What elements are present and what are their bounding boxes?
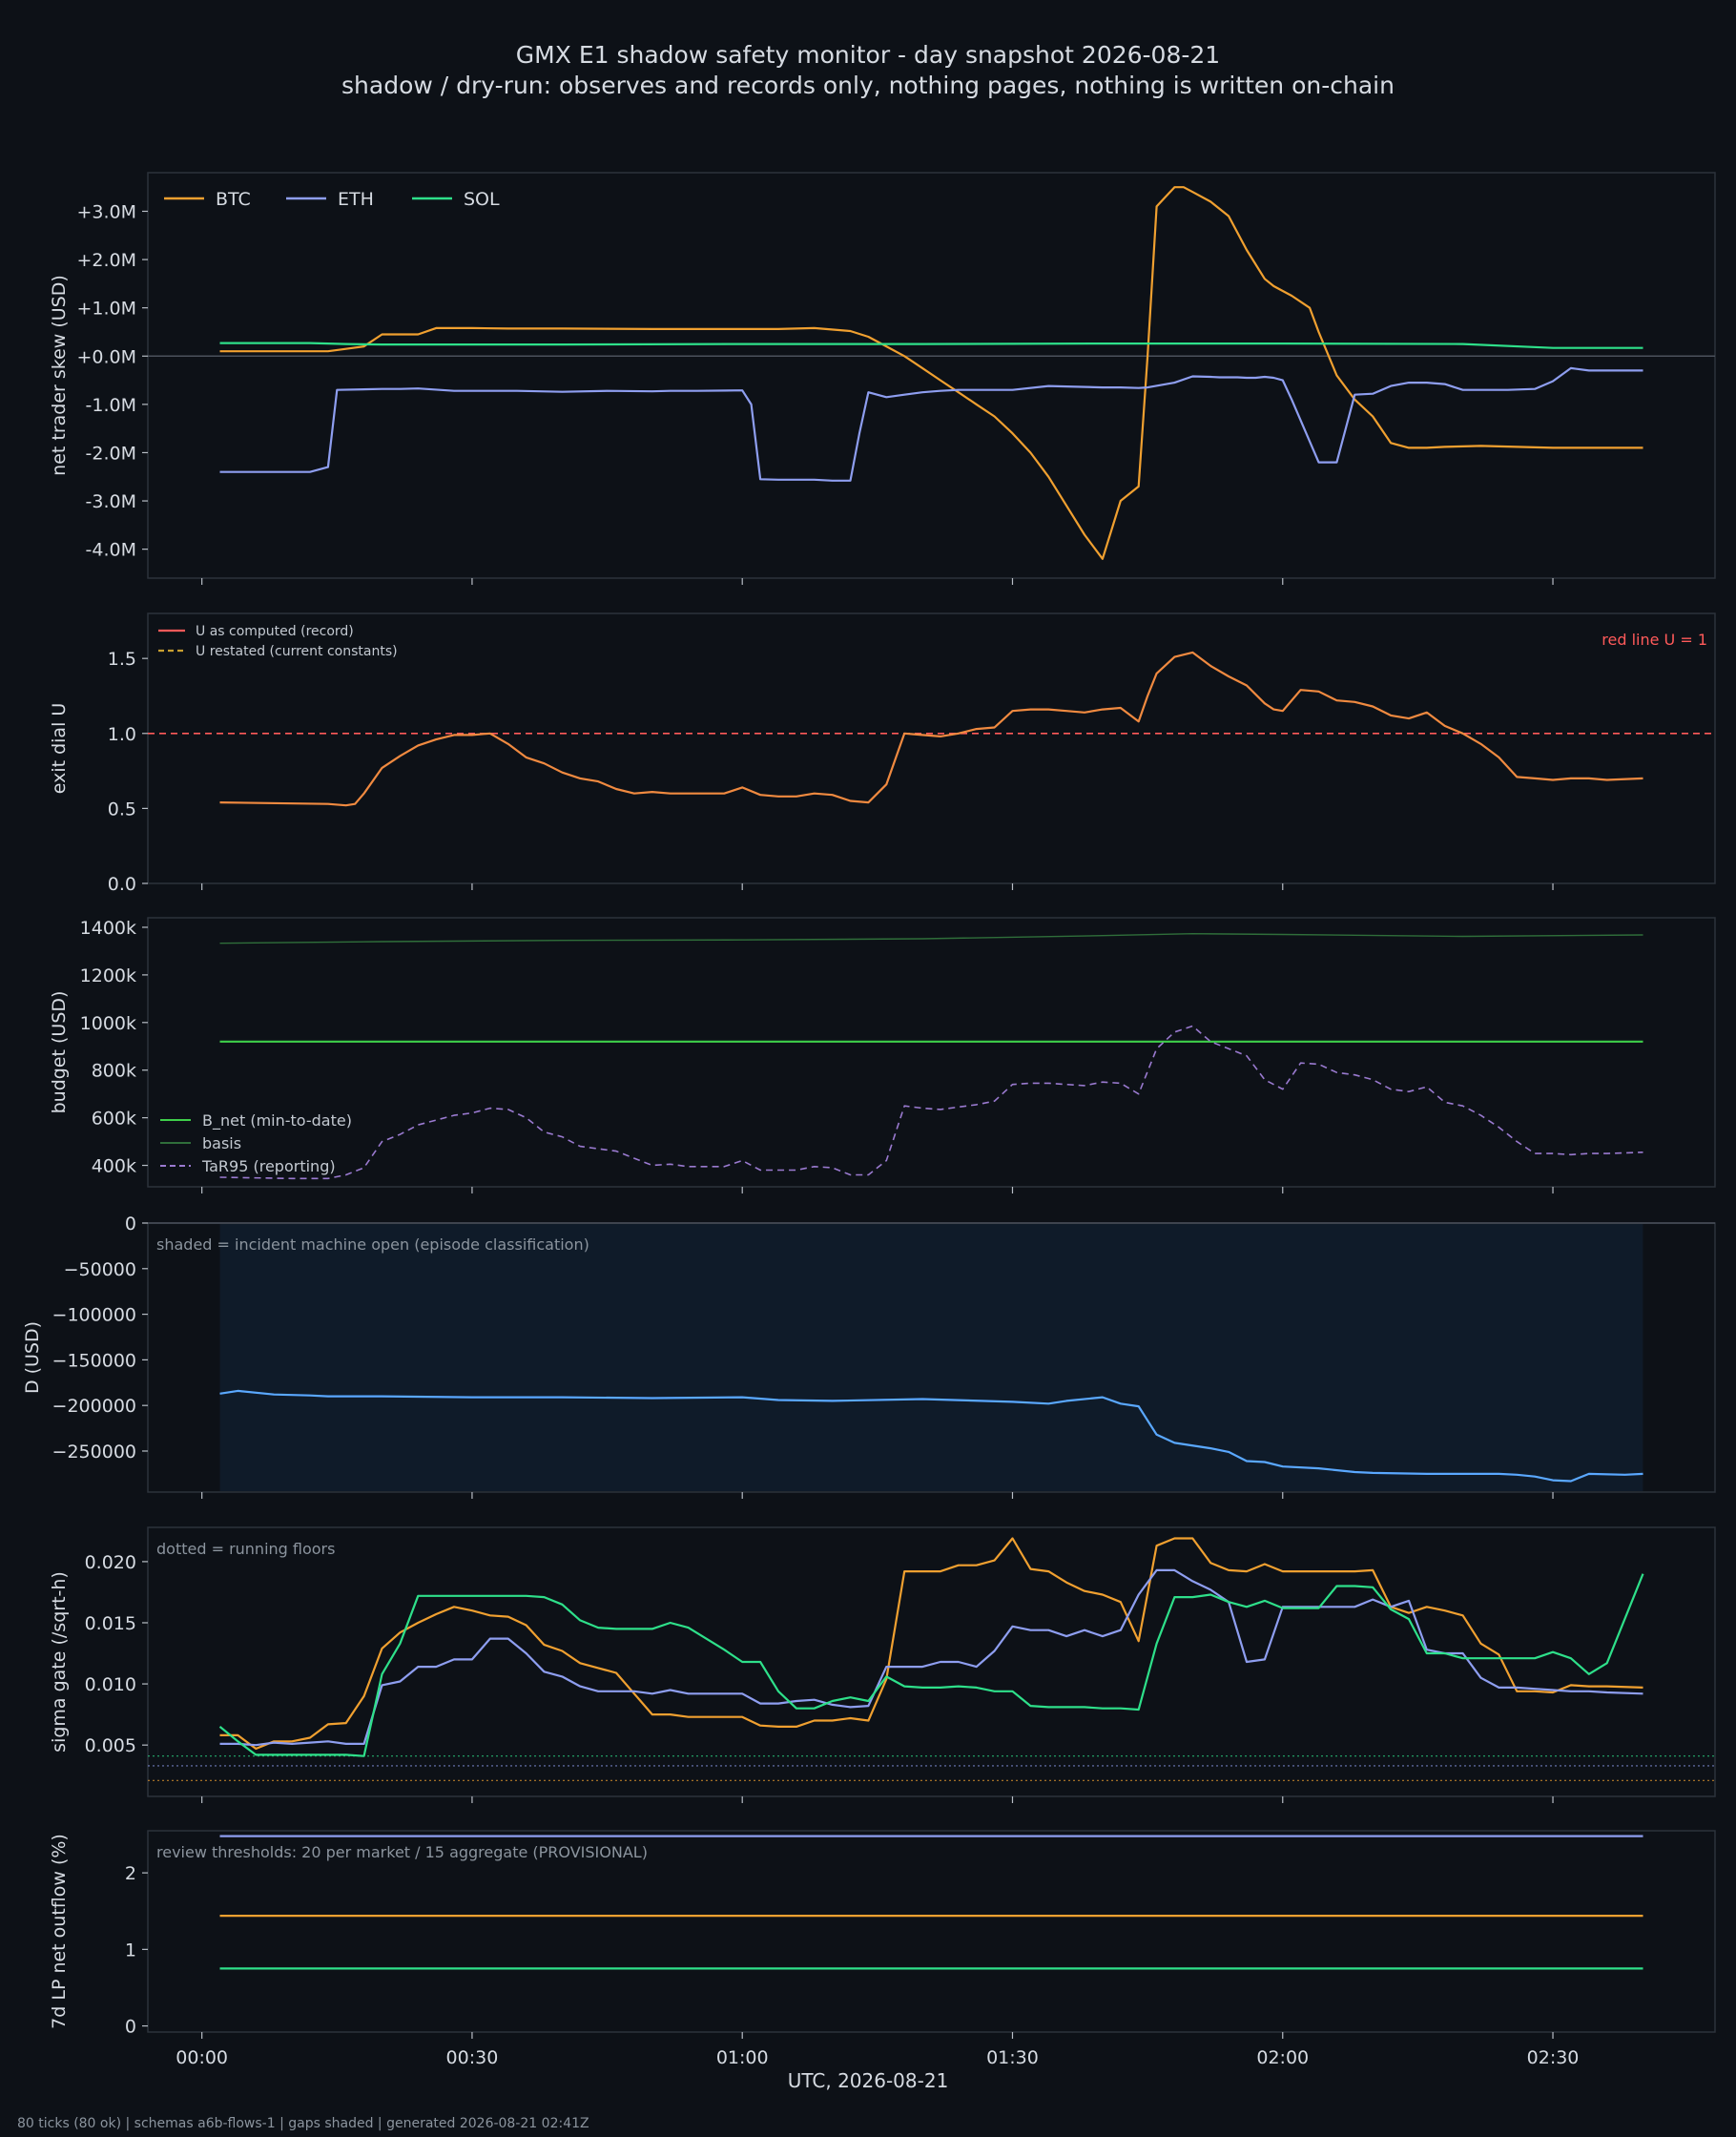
- legend-label: TaR95 (reporting): [201, 1157, 336, 1175]
- panel-sigma: 0.005 0.010 0.015 0.020 sigma gate (/sqrt-h)…: [49, 1526, 1716, 1803]
- series-line-u-as-computed-record-: [219, 651, 1643, 807]
- panel-u: 0.0 0.5 1.0 1.5 exit dial U red line U = 1 U a…: [49, 612, 1716, 895]
- y-tick-label: 0: [125, 1214, 136, 1234]
- panel-annotation: review thresholds: 20 per market / 15 ag…: [156, 1843, 648, 1861]
- panel-annotation: dotted = running floors: [156, 1540, 335, 1558]
- red-line-label: red line U = 1: [1602, 631, 1707, 649]
- panels: +3.0M +2.0M +1.0M +0.0M -1.0M -2.0M -3.0M -4.0M…: [22, 172, 1716, 2068]
- x-tick-label: 02:30: [1527, 2047, 1580, 2068]
- y-tick-label: −150000: [52, 1350, 136, 1371]
- y-tick-label: −50000: [64, 1259, 136, 1280]
- y-tick-label: +1.0M: [76, 299, 136, 320]
- legend-label: ETH: [338, 189, 374, 210]
- y-axis-label: sigma gate (/sqrt-h): [49, 1571, 70, 1753]
- y-tick-label: 0.010: [85, 1674, 136, 1695]
- y-tick-label: 400k: [92, 1156, 136, 1177]
- y-axis-label: budget (USD): [49, 991, 70, 1114]
- y-tick-label: -3.0M: [86, 491, 136, 512]
- panel-frame: [147, 917, 1716, 1188]
- y-axis-label: 7d LP net outflow (%): [49, 1834, 70, 2029]
- x-axis-label: UTC, 2026-08-21: [788, 2069, 949, 2092]
- panel-frame: [147, 172, 1716, 579]
- y-tick-label: 0: [125, 2017, 136, 2038]
- y-tick-label: 800k: [92, 1061, 136, 1082]
- y-tick-label: +3.0M: [76, 201, 136, 222]
- y-tick-label: 1: [125, 1940, 136, 1961]
- y-tick-label: 2: [125, 1863, 136, 1884]
- panel-frame: [147, 1526, 1716, 1797]
- chart-title: GMX E1 shadow safety monitor - day snaps…: [516, 41, 1220, 69]
- legend-label: U as computed (record): [196, 624, 354, 639]
- x-tick-label: 01:00: [716, 2047, 769, 2068]
- y-tick-label: 1.5: [108, 649, 136, 670]
- y-axis-label: exit dial U: [49, 703, 70, 795]
- legend-label: B_net (min-to-date): [202, 1111, 352, 1131]
- y-tick-label: 0.015: [85, 1613, 136, 1634]
- series-line-basis: [219, 933, 1643, 944]
- panel-skew: +3.0M +2.0M +1.0M +0.0M -1.0M -2.0M -3.0M -4.0M…: [49, 172, 1716, 585]
- y-tick-label: 1400k: [80, 918, 136, 939]
- y-tick-label: −200000: [52, 1396, 136, 1417]
- series-line-sol: [219, 342, 1643, 349]
- series-line-eth: [219, 1568, 1643, 1747]
- y-tick-label: 0.020: [85, 1552, 136, 1573]
- series-line-eth: [219, 366, 1643, 482]
- footer-text: 80 ticks (80 ok) | schemas a6b-flows-1 |…: [17, 2116, 589, 2131]
- panel-annotation: shaded = incident machine open (episode …: [156, 1235, 589, 1254]
- y-tick-label: 600k: [92, 1109, 136, 1130]
- y-axis-label: net trader skew (USD): [49, 275, 70, 476]
- series-line-sol: [218, 1573, 1644, 1757]
- panel-d: 0 −50000 −100000 −150000 −200000 −250000 D (US…: [22, 1214, 1716, 1499]
- y-tick-label: +0.0M: [76, 346, 136, 367]
- y-axis-label: D (USD): [22, 1321, 43, 1394]
- legend-label: SOL: [464, 189, 500, 210]
- series-line-tar95-reporting-: [219, 1025, 1643, 1180]
- panel-budget: 400k 600k 800k 1000k 1200k 1400k budget (USD) B…: [49, 917, 1716, 1193]
- panel-lp: 0 1 2 7d LP net outflow (%) review threshold…: [49, 1830, 1716, 2068]
- series-line-d: [219, 1389, 1643, 1483]
- panel-frame: [147, 1830, 1716, 2033]
- y-tick-label: -2.0M: [86, 443, 136, 464]
- series-line-btc: [219, 1537, 1643, 1751]
- x-tick-label: 00:00: [176, 2047, 228, 2068]
- x-tick-label: 00:30: [446, 2047, 499, 2068]
- series-line-btc: [219, 186, 1643, 560]
- legend-label: BTC: [216, 189, 251, 210]
- y-tick-label: 0.5: [108, 799, 136, 820]
- y-tick-label: -4.0M: [86, 540, 136, 561]
- legend-label: basis: [202, 1134, 241, 1152]
- y-tick-label: 1000k: [80, 1013, 136, 1034]
- x-tick-label: 02:00: [1256, 2047, 1309, 2068]
- incident-shade: [219, 1224, 1643, 1491]
- y-tick-label: -1.0M: [86, 395, 136, 416]
- y-tick-label: −250000: [52, 1442, 136, 1463]
- y-tick-label: 1.0: [108, 724, 136, 745]
- y-tick-label: −100000: [52, 1305, 136, 1326]
- panel-frame: [147, 612, 1716, 884]
- y-tick-label: +2.0M: [76, 250, 136, 271]
- y-tick-label: 0.005: [85, 1735, 136, 1756]
- x-tick-label: 01:30: [986, 2047, 1039, 2068]
- y-tick-label: 0.0: [108, 874, 136, 895]
- chart-subtitle: shadow / dry-run: observes and records o…: [341, 72, 1395, 99]
- y-tick-label: 1200k: [80, 965, 136, 986]
- legend-label: U restated (current constants): [196, 644, 398, 659]
